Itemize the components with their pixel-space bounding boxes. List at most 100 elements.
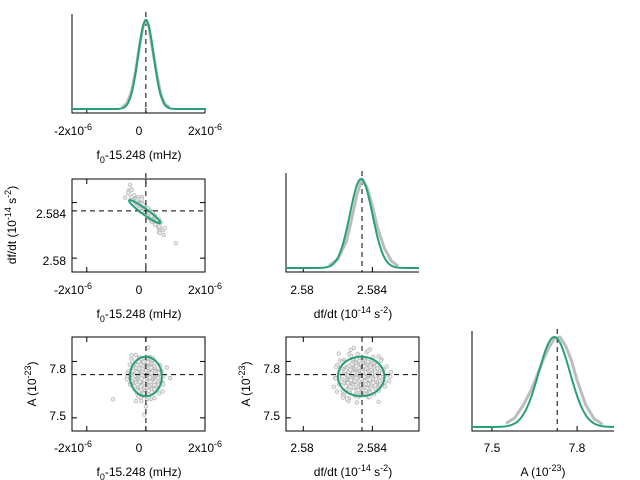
sample-point (388, 369, 393, 375)
sample-point (343, 368, 348, 373)
sample-point (135, 382, 140, 387)
scatter-fdot-A-ylabel: A (10-23) (237, 361, 253, 406)
sample-point (340, 395, 346, 400)
sample-point (151, 382, 157, 388)
scatter-fdot-A-tick-marks (286, 337, 419, 431)
scatter-f0-A-frame (71, 336, 206, 432)
scatter-f0-A-ylabel: A (10-23) (23, 361, 39, 406)
scatter-f0-A-tick-label-neg: -2x10-6 (54, 439, 92, 455)
scatter-f0-fdot-tick-label-zero: 0 (136, 283, 143, 297)
sample-point (173, 240, 178, 246)
sample-point (164, 365, 169, 370)
sample-point (145, 345, 151, 350)
hist-f0-fit-curve (72, 18, 205, 110)
scatter-fdot-A-ytick-75: 7.5 (263, 409, 280, 423)
panel-scatter-f0-fdot: 2.584 2.58 -2x10-6 0 2x10-6 f0-15.248 (m… (3, 173, 222, 324)
sample-point (143, 404, 149, 409)
sample-point (156, 391, 162, 396)
sample-point (167, 375, 173, 381)
sample-point (376, 354, 381, 359)
scatter-fdot-A-fit-ellipse (336, 355, 386, 398)
sample-point (359, 382, 364, 387)
scatter-fdot-A-xlabel: df/dt (10-14 s-2) (314, 463, 392, 479)
sample-point (346, 351, 352, 357)
scatter-f0-fdot-samples (122, 182, 178, 246)
panel-hist-f0: -2x10-6 0 2x10-6 f0-15.248 (mHz) (54, 12, 222, 165)
scatter-f0-A-xlabel: f0-15.248 (mHz) (96, 465, 181, 480)
sample-point (336, 351, 341, 356)
scatter-f0-fdot-xlabel: f0-15.248 (mHz) (96, 307, 181, 324)
scatter-fdot-A-ytick-78: 7.8 (263, 362, 280, 376)
sample-point (141, 359, 147, 364)
hist-f0-xlabel: f0-15.248 (mHz) (96, 148, 181, 165)
sample-point (129, 353, 134, 358)
sample-point (369, 371, 375, 377)
sample-point (161, 232, 166, 238)
scatter-f0-A-fit-ellipse (128, 355, 163, 398)
sample-point (110, 397, 116, 402)
sample-point (124, 377, 130, 382)
sample-point (351, 345, 357, 351)
sample-point (345, 381, 351, 386)
sample-point (127, 182, 133, 188)
hist-f0-frame (71, 14, 205, 114)
sample-point (354, 400, 359, 405)
sample-point (348, 367, 353, 372)
scatter-fdot-A-tick-label-2584: 2.584 (357, 441, 387, 455)
sample-point (369, 367, 374, 373)
sample-point (360, 369, 365, 375)
sample-point (149, 371, 154, 376)
sample-point (359, 376, 364, 382)
hist-A-frame (471, 331, 614, 432)
scatter-f0-fdot-frame (71, 178, 206, 273)
sample-point (384, 364, 389, 369)
sample-point (122, 195, 128, 200)
sample-point (339, 379, 344, 384)
sample-point (139, 376, 144, 381)
hist-A-xlabel: A (10-23) (520, 463, 565, 479)
sample-point (162, 225, 167, 231)
sample-point (367, 377, 372, 382)
hist-fdot-tick-label-2584: 2.584 (357, 283, 387, 297)
sample-point (141, 412, 147, 417)
sample-point (331, 384, 336, 389)
sample-point (352, 378, 357, 384)
sample-point (136, 359, 142, 364)
panel-scatter-fdot-A: 7.8 7.5 2.58 2.584 df/dt (10-14 s-2) A (… (237, 336, 420, 479)
sample-point (157, 224, 162, 229)
sample-point (157, 230, 162, 236)
hist-fdot-fit-curve (286, 177, 419, 269)
sample-point (365, 359, 370, 364)
scatter-f0-fdot-fit-ellipse (128, 199, 162, 225)
sample-point (133, 398, 139, 404)
sample-point (126, 191, 131, 196)
sample-point (344, 396, 350, 401)
sample-point (362, 363, 367, 369)
hist-f0-tick-label-neg: -2x10-6 (54, 122, 92, 138)
panel-scatter-f0-A: 7.8 7.5 -2x10-6 0 2x10-6 f0-15.248 (mHz)… (23, 336, 222, 480)
scatter-f0-A-samples (110, 345, 173, 417)
sample-point (348, 378, 353, 383)
sample-point (137, 379, 142, 384)
sample-point (135, 363, 140, 368)
sample-point (388, 374, 393, 379)
scatter-f0-fdot-tick-marks (72, 179, 206, 272)
sample-point (152, 395, 157, 401)
sample-point (129, 194, 134, 200)
sample-point (141, 391, 147, 396)
hist-A-tick-label-75: 7.5 (484, 441, 501, 455)
scatter-f0-A-ytick-75: 7.5 (49, 409, 66, 423)
scatter-fdot-A-frame (285, 336, 420, 432)
sample-point (146, 388, 151, 393)
scatter-f0-A-tick-marks (72, 337, 206, 431)
sample-point (333, 365, 339, 370)
hist-A-tick-label-78: 7.8 (569, 441, 586, 455)
scatter-f0-fdot-ytick-258: 2.58 (43, 254, 67, 268)
sample-point (338, 371, 343, 377)
sample-point (348, 347, 353, 352)
hist-A-fit-curve (472, 336, 615, 428)
sample-point (355, 351, 360, 357)
sample-point (377, 378, 383, 383)
scatter-f0-fdot-tick-label-neg: -2x10-6 (54, 281, 92, 297)
hist-A-histogram (505, 335, 604, 426)
